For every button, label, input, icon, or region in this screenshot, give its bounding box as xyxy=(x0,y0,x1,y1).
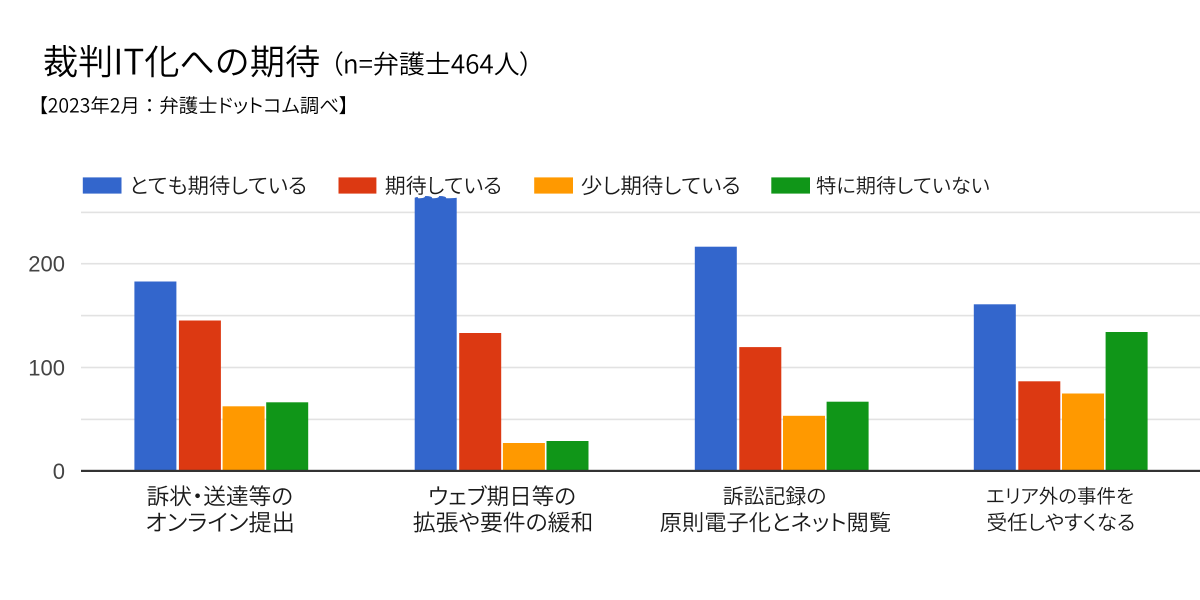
svg-text:100: 100 xyxy=(28,356,65,381)
svg-text:0: 0 xyxy=(53,459,65,484)
svg-text:200: 200 xyxy=(28,252,65,277)
